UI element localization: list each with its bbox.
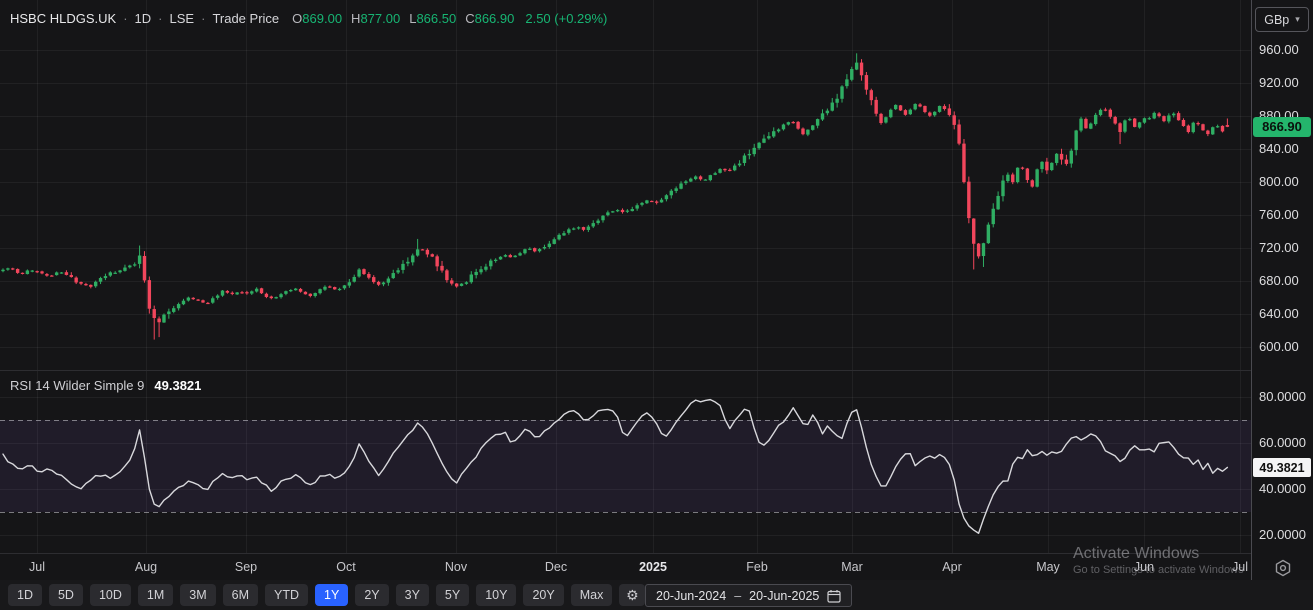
currency-dropdown[interactable]: GBp ▾ — [1255, 7, 1309, 32]
range-button-3m[interactable]: 3M — [180, 584, 216, 606]
time-axis-separator — [0, 553, 1313, 554]
ohlc-item: C866.90 — [465, 11, 514, 26]
range-button-6m[interactable]: 6M — [222, 584, 259, 606]
exchange-label[interactable]: LSE — [169, 11, 195, 26]
rsi-tick-label: 20.0000 — [1259, 527, 1306, 542]
calendar-icon — [827, 589, 841, 603]
ohlc-key: H — [351, 11, 361, 26]
time-axis[interactable]: Jul Aug Sep Oct Nov Dec 2025 Feb Mar Apr May Jun Jul — [0, 553, 1251, 580]
axis-divider[interactable] — [1251, 0, 1252, 580]
range-button-3y[interactable]: 3Y — [395, 584, 429, 606]
price-tick-label: 760.00 — [1259, 207, 1299, 222]
time-axis-month-label: Aug — [134, 560, 158, 574]
price-and-rsi-chart-canvas[interactable] — [0, 0, 1251, 553]
rsi-value-badge: 49.3821 — [1253, 458, 1311, 478]
time-axis-month-label: Oct — [336, 560, 356, 574]
range-button-10d[interactable]: 10D — [89, 584, 131, 606]
price-tick-label: 800.00 — [1259, 174, 1299, 189]
ohlc-item: O869.00 — [292, 11, 342, 26]
range-button-1y[interactable]: 1Y — [315, 584, 349, 606]
range-button-10y[interactable]: 10Y — [476, 584, 517, 606]
chart-settings-gear-icon[interactable]: ⚙ — [619, 584, 646, 606]
price-tick-label: 600.00 — [1259, 339, 1299, 354]
range-button-ytd[interactable]: YTD — [265, 584, 309, 606]
price-tick-label: 640.00 — [1259, 306, 1299, 321]
price-axis[interactable]: GBp ▾ 866.90 49.3821 960.00 920.00 880.00 8… — [1251, 0, 1313, 580]
range-button-1m[interactable]: 1M — [137, 584, 174, 606]
rsi-current-value: 49.3821 — [154, 378, 202, 393]
price-tick-label: 680.00 — [1259, 273, 1299, 288]
header-separator: · — [201, 11, 206, 26]
time-axis-month-label: Mar — [841, 560, 863, 574]
ohlc-key: O — [292, 11, 303, 26]
price-tick-label: 960.00 — [1259, 42, 1299, 57]
date-range-dash: – — [734, 588, 742, 603]
chart-header: HSBC HLDGS.UK · 1D · LSE · Trade Price O… — [10, 11, 607, 26]
rsi-indicator-title[interactable]: RSI 14 Wilder Simple 9 — [10, 378, 145, 393]
time-axis-month-label: Sep — [234, 560, 258, 574]
ohlc-item: L866.50 — [409, 11, 456, 26]
time-axis-month-label: Apr — [942, 560, 962, 574]
time-axis-month-label: Nov — [444, 560, 468, 574]
date-range-picker[interactable]: 20-Jun-2024 – 20-Jun-2025 — [645, 584, 853, 607]
date-from: 20-Jun-2024 — [656, 588, 727, 603]
ohlc-value: 877.00 — [360, 11, 401, 26]
axis-settings-icon[interactable] — [1272, 558, 1294, 578]
ohlc-key: L — [409, 11, 417, 26]
date-to: 20-Jun-2025 — [749, 588, 820, 603]
pane-separator[interactable] — [0, 370, 1313, 371]
rsi-tick-label: 60.0000 — [1259, 435, 1306, 450]
symbol-name[interactable]: HSBC HLDGS.UK — [10, 11, 117, 26]
series-type-label[interactable]: Trade Price — [212, 11, 280, 26]
time-axis-month-label: Jul — [1232, 560, 1248, 574]
chevron-down-icon: ▾ — [1295, 14, 1300, 24]
ohlc-key: C — [465, 11, 475, 26]
rsi-tick-label: 80.0000 — [1259, 389, 1306, 404]
range-button-2y[interactable]: 2Y — [355, 584, 389, 606]
range-button-1d[interactable]: 1D — [8, 584, 42, 606]
time-axis-month-label: Feb — [746, 560, 768, 574]
price-tick-label: 720.00 — [1259, 240, 1299, 255]
time-axis-month-label: Jun — [1133, 560, 1155, 574]
timeframe-label[interactable]: 1D — [134, 11, 152, 26]
range-button-5d[interactable]: 5D — [48, 584, 83, 606]
time-axis-month-label: Jul — [29, 560, 45, 574]
header-separator: · — [158, 11, 163, 26]
price-change: 2.50 (+0.29%) — [525, 11, 608, 26]
range-button-20y[interactable]: 20Y — [523, 584, 564, 606]
rsi-pane-header: RSI 14 Wilder Simple 9 49.3821 — [10, 378, 201, 393]
time-axis-month-label: Dec — [544, 560, 568, 574]
price-tick-label: 920.00 — [1259, 75, 1299, 90]
time-axis-month-label: 2025 — [639, 560, 667, 574]
ohlc-value: 866.50 — [416, 11, 457, 26]
currency-label: GBp — [1264, 12, 1290, 27]
time-axis-month-label: May — [1036, 560, 1060, 574]
range-button-max[interactable]: Max — [570, 584, 613, 606]
header-separator: · — [123, 11, 128, 26]
ohlc-item: H877.00 — [351, 11, 400, 26]
ohlc-value: 866.90 — [474, 11, 515, 26]
range-button-5y[interactable]: 5Y — [435, 584, 470, 606]
ohlc-value: 869.00 — [302, 11, 343, 26]
price-tick-label: 840.00 — [1259, 141, 1299, 156]
range-toolbar: 1D 5D 10D 1M 3M 6M YTD 1Y 2Y 3Y 5Y 10Y 20Y Max ⚙ — [0, 580, 1313, 610]
rsi-tick-label: 40.0000 — [1259, 481, 1306, 496]
ohlc-values: O869.00 H877.00 L866.50 C866.90 — [292, 11, 514, 26]
last-price-badge: 866.90 — [1253, 116, 1311, 137]
